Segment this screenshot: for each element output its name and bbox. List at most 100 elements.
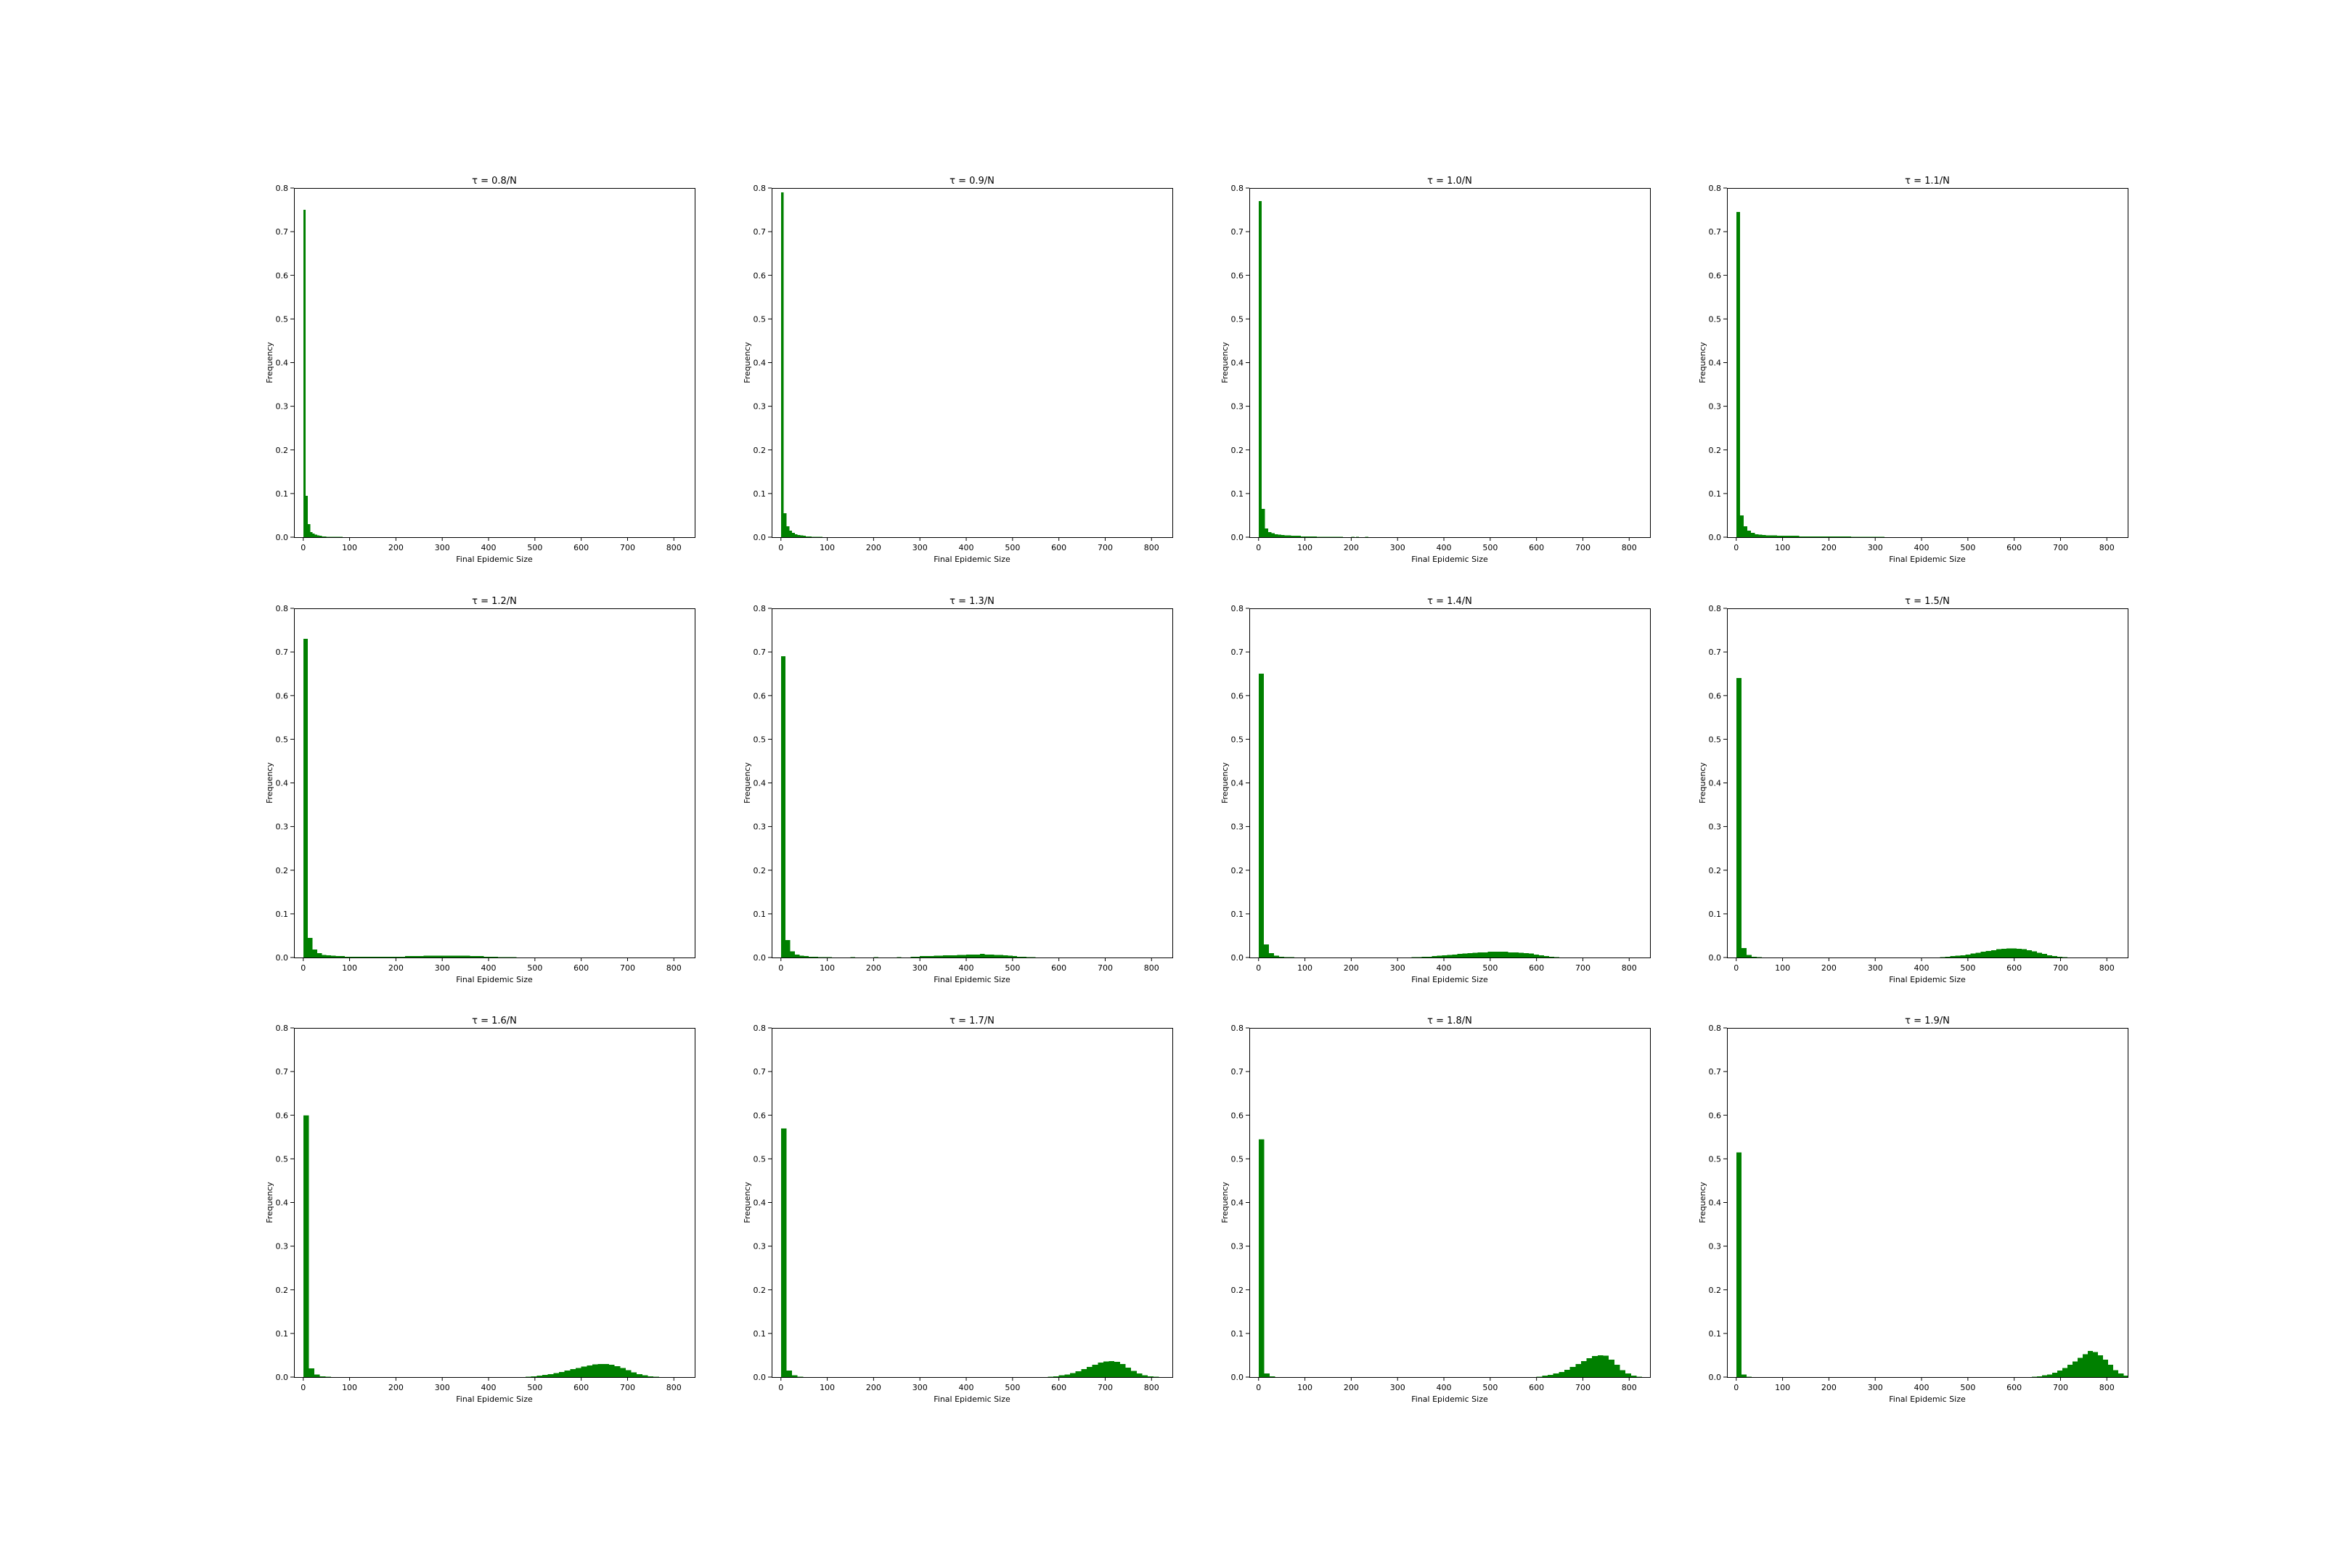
histogram-bar	[1736, 212, 1740, 537]
histogram-bar	[1467, 952, 1473, 957]
histogram-bars	[780, 1128, 1159, 1377]
histogram-bar	[642, 1375, 648, 1377]
y-tick-label: 0.0	[754, 1373, 767, 1382]
histogram-panel: 0 100 200 300 400 500 600 700 800 0.0 0.1 0.2 0.3 0.4…	[265, 596, 695, 984]
histogram-panel: 0 100 200 300 400 500 600 700 800 0.0 0.1 0.2 0.3 0.4…	[743, 176, 1173, 564]
x-axis-label: Final Epidemic Size	[934, 555, 1010, 564]
x-tick-label: 100	[1775, 543, 1790, 552]
histogram-bar	[1498, 952, 1503, 957]
histogram-bar	[1058, 1375, 1065, 1377]
histogram-bar	[1508, 952, 1514, 957]
histogram-bar	[308, 937, 313, 957]
histogram-bar	[1843, 536, 1847, 537]
x-axis-label: Final Epidemic Size	[456, 555, 533, 564]
y-tick-label: 0.5	[1231, 735, 1244, 744]
x-tick-label: 300	[435, 963, 450, 973]
x-tick-label: 300	[912, 543, 928, 552]
y-tick-label: 0.4	[276, 359, 289, 368]
histogram-bar	[1304, 536, 1307, 537]
histogram-bar	[1355, 536, 1360, 537]
histogram-bar	[1457, 954, 1463, 957]
histogram-bar	[456, 955, 461, 957]
histogram-bar	[820, 536, 823, 537]
histogram-bar	[587, 1365, 592, 1377]
histogram-bar	[800, 535, 804, 537]
histogram-bar	[1542, 1376, 1548, 1377]
histogram-bar	[1284, 535, 1288, 537]
y-tick-label: 0.5	[1709, 1154, 1722, 1164]
y-tick-label: 0.7	[1231, 227, 1244, 237]
y-tick-label: 0.8	[1231, 184, 1244, 193]
histogram-bar	[794, 534, 798, 537]
y-tick-label: 0.5	[1231, 1154, 1244, 1164]
histogram-bar	[814, 536, 817, 537]
y-tick-label: 0.2	[754, 866, 767, 875]
x-tick-label: 400	[1437, 543, 1452, 552]
histogram-bar	[1839, 536, 1844, 537]
histogram-bar	[553, 1373, 560, 1377]
histogram-bar	[780, 1128, 787, 1377]
y-tick-label: 0.0	[754, 533, 767, 542]
histogram-bar	[319, 1376, 326, 1377]
histogram-bars	[303, 639, 517, 957]
histogram-bar	[1437, 955, 1442, 957]
y-tick-label: 0.8	[1231, 604, 1244, 613]
histogram-bar	[1751, 532, 1755, 537]
histogram-bar	[620, 1368, 626, 1377]
histogram-bar	[1773, 535, 1777, 537]
histogram-bar	[980, 954, 985, 957]
histogram-bar	[2067, 1365, 2073, 1377]
histogram-bar	[1825, 536, 1829, 537]
x-tick-label: 200	[866, 963, 881, 973]
histogram-bar	[2098, 1355, 2104, 1377]
x-tick-label: 500	[1005, 1383, 1020, 1392]
x-tick-label: 100	[1297, 963, 1312, 973]
x-tick-label: 500	[1960, 963, 1975, 973]
histogram-bar	[1307, 536, 1311, 537]
y-tick-label: 0.7	[754, 1067, 767, 1077]
histogram-panel: 0 100 200 300 400 500 600 700 800 0.0 0.1 0.2 0.3 0.4…	[1220, 176, 1651, 564]
x-tick-label: 200	[1821, 1383, 1837, 1392]
histogram-bars	[1258, 674, 1559, 957]
histogram-bar	[2073, 1361, 2078, 1377]
x-tick-label: 0	[1734, 1383, 1739, 1392]
histogram-bar	[305, 495, 309, 537]
histogram-panel: 0 100 200 300 400 500 600 700 800 0.0 0.1 0.2 0.3 0.4…	[743, 1016, 1173, 1404]
histogram-bar	[2118, 1373, 2124, 1377]
histogram-bar	[446, 955, 452, 957]
histogram-bar	[1297, 536, 1301, 537]
histogram-bar	[1326, 536, 1331, 537]
histogram-bar	[1012, 956, 1018, 957]
y-tick-label: 0.8	[276, 184, 289, 193]
y-tick-label: 0.4	[276, 779, 289, 788]
histogram-bar	[1477, 952, 1483, 957]
x-tick-label: 300	[435, 543, 450, 552]
histogram-bar	[1873, 536, 1877, 537]
histogram-bar	[2001, 948, 2006, 957]
histogram-bar	[920, 956, 925, 957]
histogram-bar	[409, 956, 415, 957]
y-tick-label: 0.1	[754, 489, 767, 499]
y-tick-label: 0.8	[754, 1024, 767, 1033]
histogram-bar	[1533, 954, 1539, 957]
x-axis-label: Final Epidemic Size	[1889, 1395, 1966, 1404]
y-axis-label: Frequency	[265, 762, 274, 804]
histogram-bar	[1851, 536, 1855, 537]
x-tick-label: 700	[620, 1383, 635, 1392]
histogram-bar	[1866, 536, 1870, 537]
x-tick-label: 500	[527, 543, 542, 552]
x-tick-label: 800	[1622, 543, 1637, 552]
histogram-bar	[2051, 956, 2057, 957]
x-tick-label: 800	[666, 543, 682, 552]
histogram-bar	[312, 950, 317, 957]
histogram-bar	[2046, 955, 2052, 957]
histogram-bar	[333, 536, 336, 537]
histogram-bar	[785, 939, 791, 957]
histogram-bar	[1836, 536, 1840, 537]
y-axis-label: Frequency	[1698, 342, 1707, 383]
histogram-bar	[637, 1373, 642, 1377]
histogram-bar	[1287, 535, 1291, 537]
x-tick-label: 800	[1144, 1383, 1159, 1392]
histogram-bar	[2031, 951, 2037, 957]
